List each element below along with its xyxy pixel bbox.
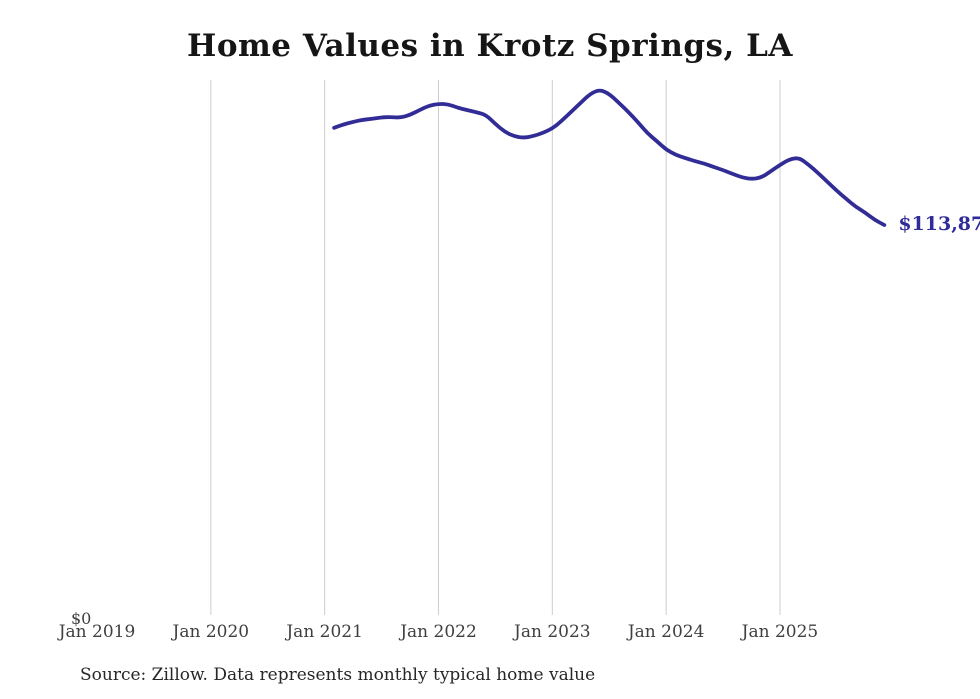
- x-tick-label: Jan 2024: [627, 622, 705, 642]
- x-tick-label: Jan 2025: [741, 622, 819, 642]
- x-tick-label: Jan 2020: [172, 622, 250, 642]
- y-axis-zero-label: $0: [71, 609, 92, 628]
- chart-title: Home Values in Krotz Springs, LA: [187, 28, 793, 64]
- home-value-line: [332, 88, 887, 227]
- x-tick-label: Jan 2023: [514, 622, 591, 642]
- x-tick-label: Jan 2022: [400, 622, 477, 642]
- x-tick-label: Jan 2019: [58, 622, 136, 642]
- source-note: Source: Zillow. Data represents monthly …: [80, 665, 596, 685]
- last-value-label: $113,872: [898, 213, 980, 235]
- x-tick-label: Jan 2021: [286, 622, 363, 642]
